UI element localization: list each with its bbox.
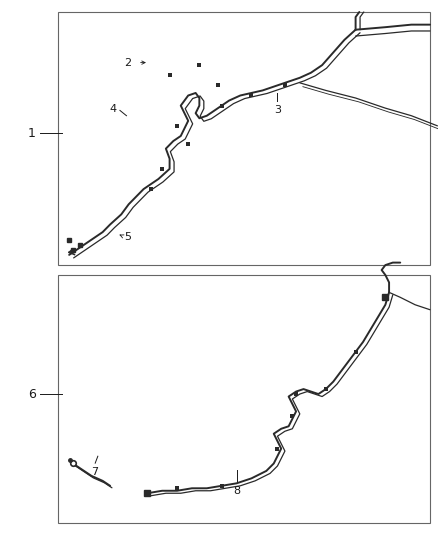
Text: 6: 6 bbox=[28, 387, 36, 400]
Text: 7: 7 bbox=[91, 467, 98, 477]
Bar bbox=[58, 12, 430, 265]
Text: 8: 8 bbox=[233, 486, 240, 496]
Text: 5: 5 bbox=[124, 232, 131, 243]
Bar bbox=[58, 275, 430, 523]
Text: 1: 1 bbox=[28, 127, 36, 140]
Text: 3: 3 bbox=[274, 106, 281, 115]
Text: 2: 2 bbox=[124, 58, 131, 68]
Text: 4: 4 bbox=[110, 104, 117, 115]
